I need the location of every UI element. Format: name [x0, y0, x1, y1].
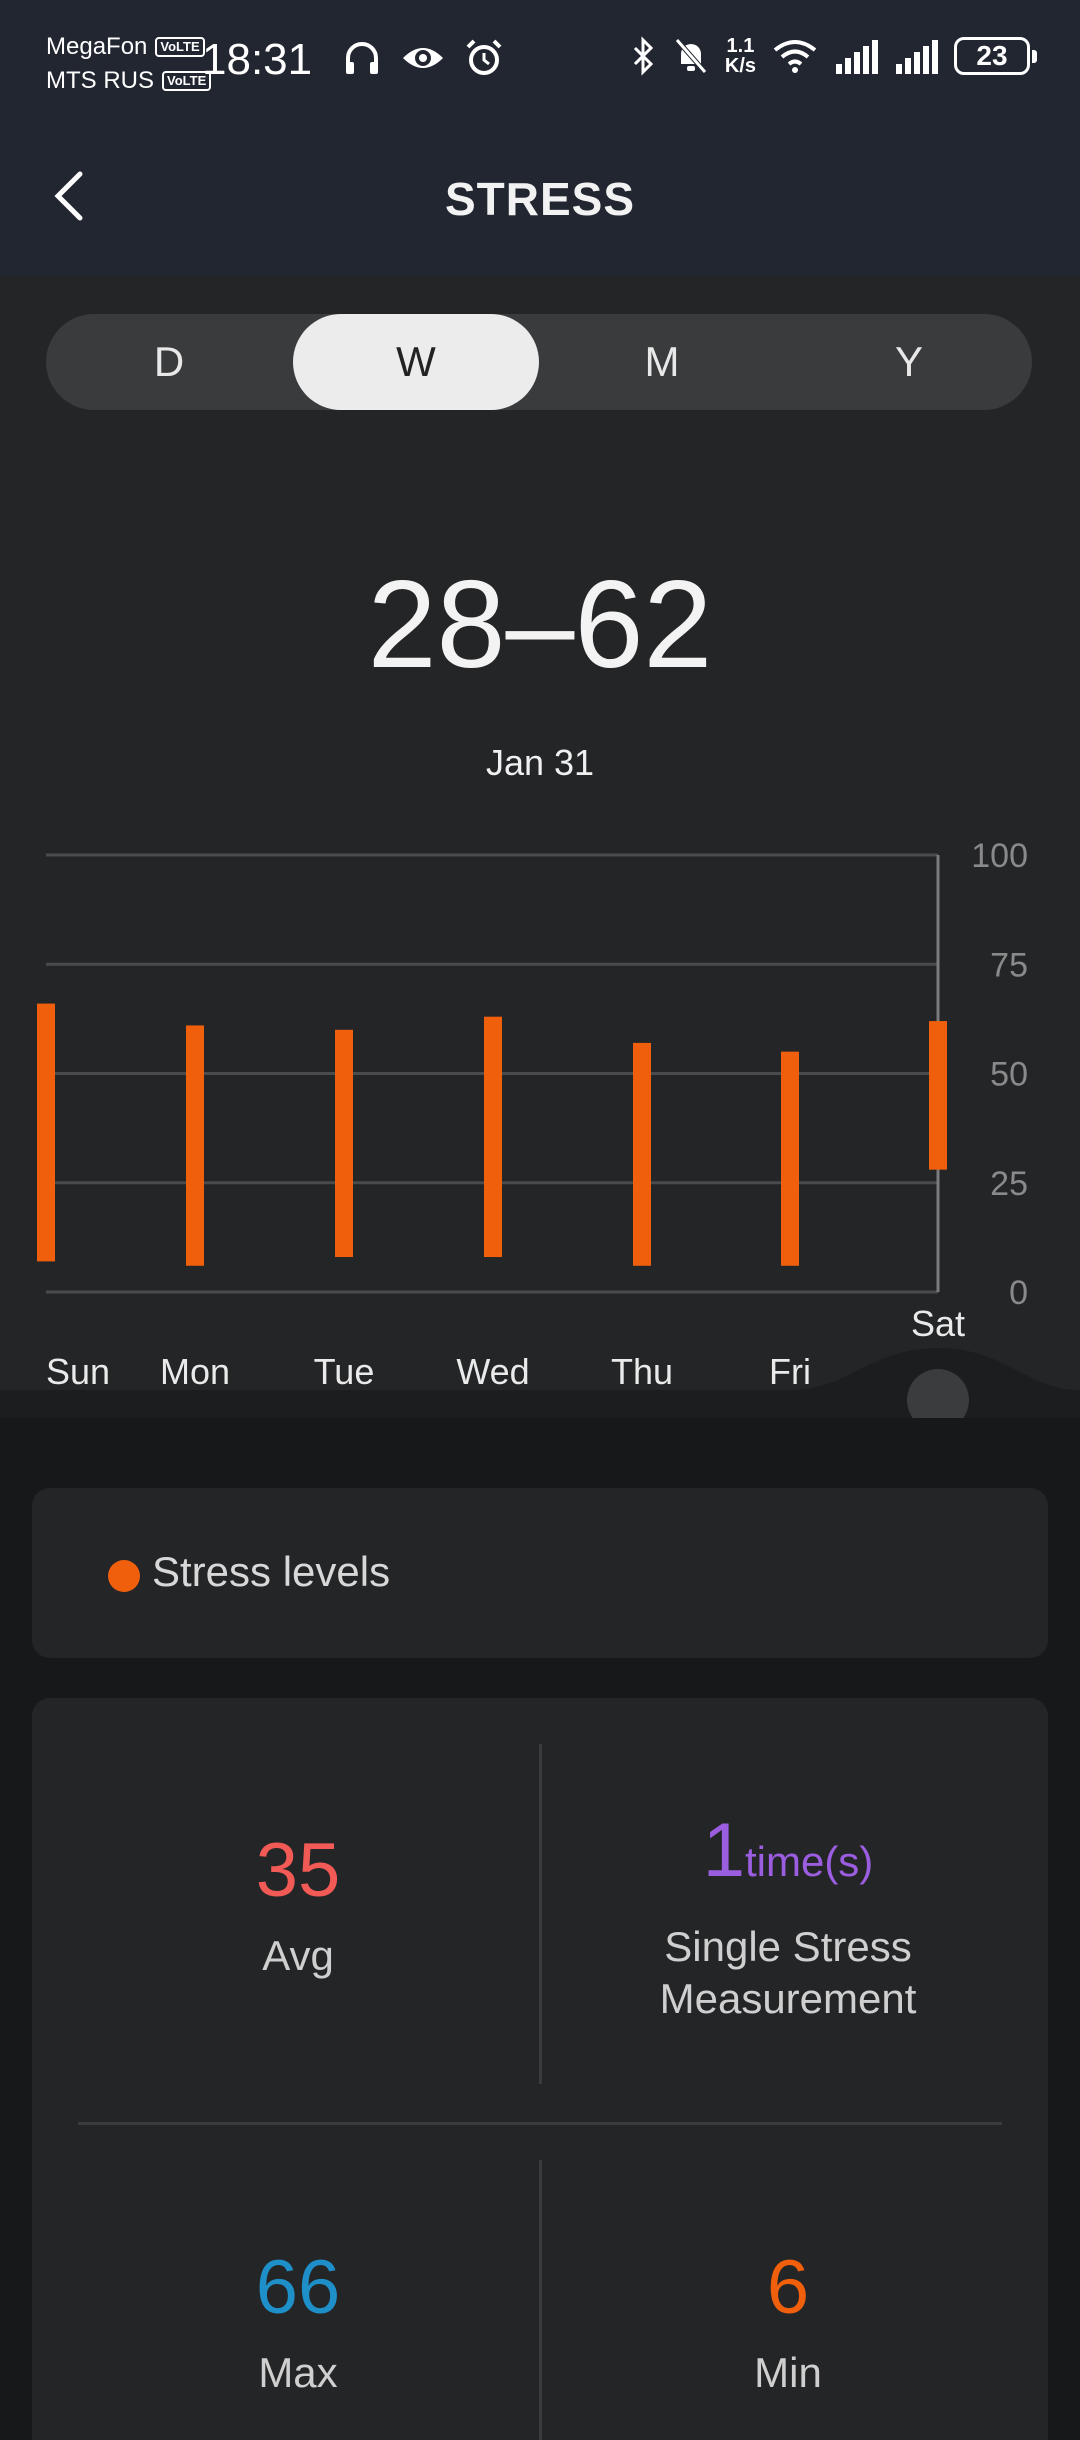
volte-badge: VoLTE [155, 37, 205, 57]
period-selector: D W M Y [46, 314, 1032, 410]
x-tick-label: Mon [160, 1351, 230, 1392]
stat-min: 6 Min [548, 2243, 1028, 2399]
min-value: 6 [766, 2245, 810, 2330]
min-label: Min [754, 2349, 822, 2396]
bell-muted-icon [674, 38, 707, 74]
max-label: Max [258, 2349, 338, 2396]
status-bar: MegaFon VoLTE MTS RUS VoLTE 18:31 1.1 K/s 2… [0, 0, 1080, 130]
app-header: STRESS [0, 130, 1080, 276]
battery-indicator: 23 [954, 37, 1037, 75]
avg-label: Avg [262, 1932, 334, 1979]
legend-dot [108, 1560, 140, 1592]
legend-card: Stress levels [32, 1488, 1048, 1658]
carrier-2: MTS RUS [46, 67, 154, 94]
divider-vertical [539, 1744, 542, 2084]
range-bar-sun [37, 1003, 55, 1262]
wifi-icon [773, 40, 817, 73]
y-tick-label: 25 [990, 1165, 1028, 1203]
clock: 18:31 [202, 35, 313, 84]
chart-scrubber-handle [907, 1369, 969, 1418]
headphones-icon [346, 42, 378, 74]
avg-value: 35 [255, 1828, 341, 1913]
x-tick-label: Fri [769, 1351, 811, 1392]
status-icons-right: 1.1 K/s 23 [631, 35, 1037, 77]
stat-single-measurement: 1time(s) Single Stress Measurement [548, 1806, 1028, 2025]
volte-badge: VoLTE [162, 71, 212, 91]
range-bar-mon [186, 1025, 204, 1266]
y-tick-label: 75 [990, 946, 1028, 984]
signal-icon [896, 40, 938, 74]
divider-horizontal [78, 2122, 1002, 2125]
stat-avg: 35 Avg [58, 1826, 538, 1982]
range-bar-fri [781, 1051, 799, 1266]
tab-year[interactable]: Y [894, 338, 923, 385]
selected-date: Jan 31 [485, 742, 595, 783]
y-tick-label: 50 [990, 1056, 1028, 1094]
alarm-icon [466, 39, 502, 75]
single-measurement-label: Single Stress Measurement [659, 1923, 917, 2022]
carrier-1: MegaFon [46, 33, 148, 60]
tab-day[interactable]: D [153, 338, 185, 385]
range-bar-thu [633, 1042, 651, 1266]
x-tick-label: Wed [456, 1351, 529, 1392]
x-tick-label: Tue [314, 1351, 375, 1392]
range-bar-tue [335, 1029, 353, 1258]
divider-vertical [539, 2160, 542, 2440]
carrier-info: MegaFon VoLTE MTS RUS VoLTE [46, 30, 212, 98]
signal-icon [836, 40, 878, 74]
bluetooth-icon [633, 36, 653, 76]
x-tick-label: Sun [46, 1351, 110, 1392]
chart-card: D W M Y 28–62 Jan 31 0 25 50 75 100 Sun Mon Tue… [0, 276, 1080, 1418]
max-value: 66 [255, 2245, 341, 2330]
stress-range-value: 28–62 [367, 556, 713, 694]
stress-chart[interactable]: 0 25 50 75 100 Sun Mon Tue Wed Thu Fri Sat [0, 816, 1080, 1418]
network-speed: 1.1 K/s [724, 35, 756, 77]
stats-card: 35 Avg 1time(s) Single Stress Measurement… [32, 1698, 1048, 2440]
tab-month[interactable]: M [644, 338, 680, 385]
status-icons-left [342, 38, 504, 78]
back-arrow-icon[interactable] [44, 166, 104, 226]
stat-max: 66 Max [58, 2243, 538, 2399]
y-tick-label: 0 [1009, 1274, 1028, 1312]
tab-week[interactable]: W [293, 314, 539, 410]
range-bar-wed [484, 1016, 502, 1258]
single-measurement-value: 1time(s) [702, 1808, 874, 1893]
legend-label: Stress levels [152, 1548, 391, 1595]
single-measurement-unit: time(s) [744, 1838, 874, 1885]
eye-icon [403, 48, 443, 68]
y-tick-label: 100 [971, 837, 1028, 875]
chart-scrubber-track [0, 1348, 1080, 1418]
range-bar-sat [929, 1021, 947, 1170]
page-title: STRESS [444, 173, 636, 225]
x-tick-label: Thu [611, 1351, 673, 1392]
x-tick-label: Sat [911, 1303, 965, 1344]
